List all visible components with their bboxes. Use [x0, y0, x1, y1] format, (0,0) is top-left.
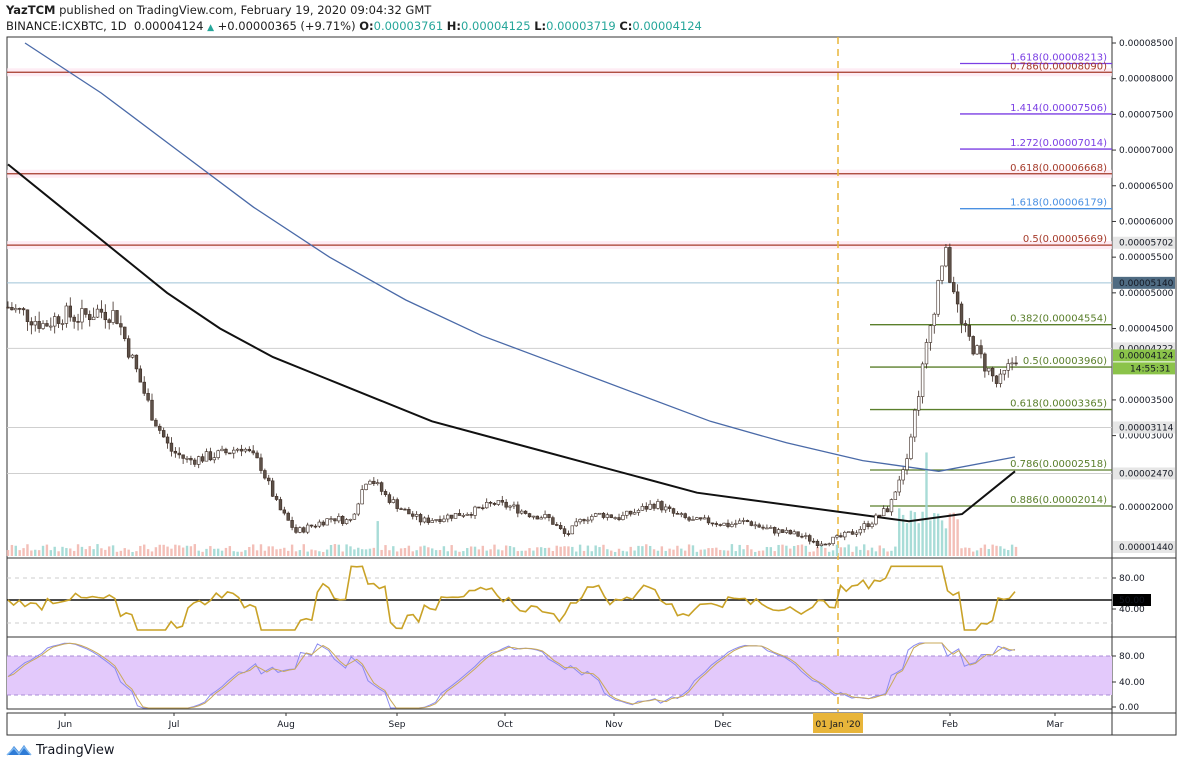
fib-level-label: 1.272(0.00007014) — [1010, 138, 1107, 149]
fib-level-label: 0.5(0.00003960) — [1023, 356, 1107, 367]
stoch-d-line[interactable] — [7, 642, 1016, 709]
tradingview-text: TradingView — [36, 742, 115, 758]
fibonacci-levels[interactable]: 1.618(0.00008213)0.786(0.00008090) 1.414(… — [7, 52, 1112, 507]
rsi-value: 50.00 — [1119, 596, 1145, 606]
price-tick: 0.00005000 — [1119, 289, 1174, 299]
fib-level-label: 0.5(0.00005669) — [1023, 234, 1107, 245]
price-change: +0.00000365 (+9.71%) — [217, 19, 356, 33]
price-label-text: 0.00005140 — [1119, 279, 1174, 289]
price-label-badge — [1113, 362, 1175, 375]
chart-header: YazTCM published on TradingView.com, Feb… — [6, 2, 702, 36]
chart-frame — [6, 36, 1113, 710]
high-value: 0.00004125 — [461, 19, 531, 33]
time-tick: Sep — [389, 720, 406, 730]
price-tick: 0.00002000 — [1119, 503, 1174, 513]
author-name[interactable]: YazTCM — [6, 3, 56, 17]
time-tick: Oct — [497, 720, 513, 730]
svg-text:0.00: 0.00 — [1119, 703, 1139, 713]
high-label: H: — [446, 19, 462, 33]
date-marker-label: 01 Jan '20 — [816, 720, 861, 730]
fib-level-label: 0.886(0.00002014) — [1010, 495, 1107, 506]
price-label-text: 0.00003114 — [1119, 423, 1174, 433]
stoch-rsi-pane — [7, 642, 1112, 709]
last-price: 0.00004124 — [133, 19, 204, 33]
price-axis[interactable]: 0.00008500 0.00008000 0.00007500 0.00007000… — [1112, 39, 1175, 713]
symbol-label[interactable]: BINANCE:ICXBTC, 1D — [6, 19, 127, 33]
up-arrow-icon: ▲ — [207, 23, 214, 33]
price-label-badge — [1113, 540, 1175, 553]
price-label-text: 0.00005702 — [1119, 239, 1173, 249]
tradingview-brand[interactable]: TradingView — [6, 742, 115, 758]
time-axis[interactable] — [6, 712, 1177, 736]
price-label-badge — [1113, 349, 1175, 362]
time-tick: Jul — [168, 720, 180, 730]
price-tick: 0.00003500 — [1119, 396, 1174, 406]
ohlc-line: BINANCE:ICXBTC, 1D 0.00004124 ▲ +0.00000… — [6, 18, 702, 36]
time-tick: Dec — [714, 720, 731, 730]
volume-bars — [6, 452, 1018, 556]
price-tick: 0.00008500 — [1119, 39, 1174, 49]
time-tick: Feb — [942, 720, 958, 730]
time-tick: Mar — [1047, 720, 1064, 730]
chart-canvas[interactable]: 1.618(0.00008213)0.786(0.00008090) 1.414(… — [0, 36, 1180, 736]
price-label-badge — [1113, 276, 1175, 289]
rsi-line[interactable] — [7, 565, 1016, 631]
price-tick: 0.00003000 — [1119, 432, 1174, 442]
price-label-badge — [1113, 236, 1175, 249]
fib-level-label: 0.382(0.00004554) — [1010, 314, 1107, 325]
fib-level-label: 1.618(0.00006179) — [1010, 198, 1107, 209]
price-label-badge — [1113, 421, 1175, 434]
open-value: 0.00003761 — [373, 19, 444, 33]
date-marker-badge — [813, 713, 863, 733]
fib-level-label: 0.618(0.00006668) — [1010, 163, 1107, 174]
price-label-text: 0.00001440 — [1119, 543, 1174, 553]
rsi-pane — [7, 565, 1112, 631]
price-label-text: 0.00004124 — [1119, 351, 1174, 361]
price-tick: 0.00007500 — [1119, 110, 1174, 120]
low-label: L: — [534, 19, 547, 33]
close-label: C: — [619, 19, 633, 33]
moving-average-blue[interactable] — [24, 42, 1016, 472]
low-value: 0.00003719 — [546, 19, 616, 33]
svg-text:80.00: 80.00 — [1119, 652, 1145, 662]
published-text: published on TradingView.com, February 1… — [59, 3, 432, 17]
price-tick: 0.00006000 — [1119, 217, 1174, 227]
time-axis-labels: Jun Jul Aug Sep Oct Nov Dec 01 Jan '20 Feb Mar — [57, 713, 1064, 733]
fib-level-label: 0.786(0.00008090) — [1010, 61, 1107, 72]
rsi-value-badge — [1113, 594, 1151, 606]
fib-level-label: 0.618(0.00003365) — [1010, 399, 1107, 410]
price-tick: 0.00005500 — [1119, 253, 1174, 263]
stoch-band — [7, 656, 1112, 695]
price-label-text: 14:55:31 — [1130, 364, 1170, 374]
time-tick: Aug — [277, 720, 295, 730]
price-tick: 0.00007000 — [1119, 146, 1174, 156]
open-label: O: — [359, 19, 374, 33]
price-tick: 0.00008000 — [1119, 75, 1174, 85]
time-tick: Jun — [57, 720, 72, 730]
tradingview-logo-icon — [6, 745, 32, 756]
fib-level-label: 1.414(0.00007506) — [1010, 103, 1107, 114]
fib-level-label: 1.618(0.00008213) — [1010, 52, 1107, 63]
price-tick: 0.00004500 — [1119, 325, 1174, 335]
time-tick: Nov — [605, 720, 623, 730]
svg-text:40.00: 40.00 — [1119, 605, 1145, 615]
moving-average-black[interactable] — [7, 163, 1016, 523]
svg-text:40.00: 40.00 — [1119, 678, 1145, 688]
fib-level-label: 0.786(0.00002518) — [1010, 459, 1107, 470]
price-tick: 0.00006500 — [1119, 182, 1174, 192]
candlesticks[interactable] — [6, 243, 1018, 549]
close-value: 0.00004124 — [632, 19, 702, 33]
publish-line: YazTCM published on TradingView.com, Feb… — [6, 2, 702, 18]
svg-text:80.00: 80.00 — [1119, 574, 1145, 584]
price-label-badge — [1113, 467, 1175, 480]
price-label-text: 0.00002470 — [1119, 469, 1174, 479]
